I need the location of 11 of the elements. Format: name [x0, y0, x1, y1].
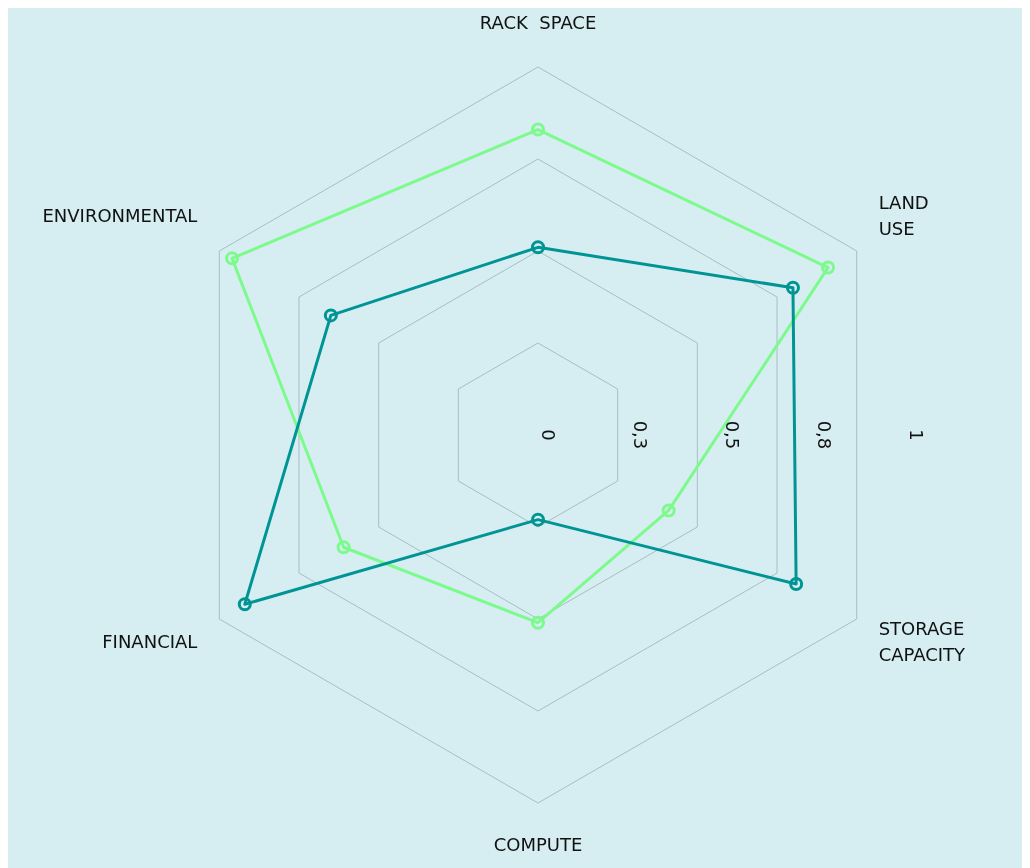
spoke-label: COMPUTE [493, 834, 583, 855]
spoke-label: ENVIRONMENTAL [42, 205, 198, 226]
spoke-label: STORAGE CAPACITY [878, 618, 967, 665]
y-tick-label: 1 [906, 429, 927, 441]
y-tick-label: 0,5 [722, 420, 743, 450]
spoke-label: RACK SPACE [479, 12, 597, 33]
y-tick-label: 0 [538, 429, 559, 441]
spoke-label: LAND USE [878, 192, 929, 239]
spoke-label: FINANCIAL [102, 631, 198, 652]
y-tick-label: 0,8 [814, 420, 835, 450]
y-tick-label: 0,3 [630, 420, 651, 450]
